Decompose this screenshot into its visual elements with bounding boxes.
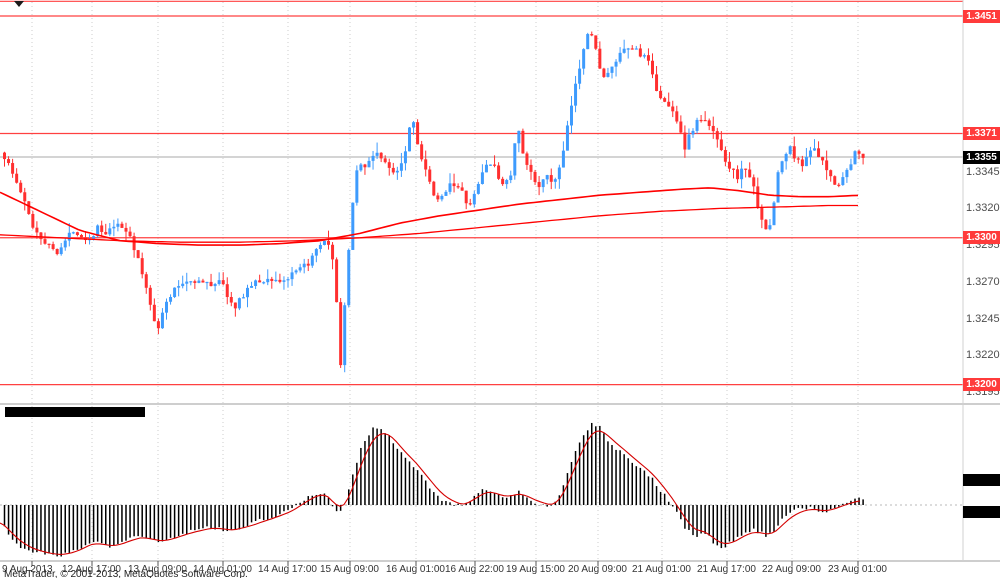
macd-histogram bbox=[3, 422, 864, 557]
time-axis-label: 16 Aug 22:00 bbox=[445, 564, 504, 575]
price-axis-label: 1.3220 bbox=[966, 349, 1000, 362]
time-axis-label: 9 Aug 2013 bbox=[2, 564, 53, 575]
time-axis-label: 21 Aug 01:00 bbox=[632, 564, 691, 575]
time-axis-label: 12 Aug 17:00 bbox=[62, 564, 121, 575]
ma-fast-line[interactable] bbox=[0, 187, 859, 246]
candles bbox=[3, 31, 865, 373]
price-axis-label: 1.3320 bbox=[966, 202, 1000, 215]
current-price-badge: 1.3355 bbox=[963, 150, 1000, 164]
horizontal-level-lines[interactable] bbox=[0, 0, 963, 386]
time-axis-label: 16 Aug 01:00 bbox=[386, 564, 445, 575]
indicator-title-bar[interactable] bbox=[5, 407, 145, 417]
time-axis-label: 15 Aug 09:00 bbox=[320, 564, 379, 575]
time-axis-label: 20 Aug 09:00 bbox=[568, 564, 627, 575]
level-price-badge: 1.3451 bbox=[963, 9, 1000, 23]
time-axis-label: 21 Aug 17:00 bbox=[697, 564, 756, 575]
time-ticks bbox=[31, 561, 859, 566]
time-axis-label: 19 Aug 15:00 bbox=[506, 564, 565, 575]
macd-value-badge bbox=[963, 506, 1000, 518]
macd-signal-line[interactable] bbox=[0, 430, 861, 555]
time-axis-label: 23 Aug 01:00 bbox=[828, 564, 887, 575]
time-axis-label: 14 Aug 17:00 bbox=[258, 564, 317, 575]
vertical-gridlines bbox=[31, 2, 859, 560]
copyright-text: MetaTrader, © 2001-2013, MetaQuotes Soft… bbox=[4, 569, 248, 578]
level-price-badge: 1.3371 bbox=[963, 127, 1000, 140]
price-axis-label: 1.3270 bbox=[966, 275, 1000, 288]
time-axis-label: 14 Aug 01:00 bbox=[193, 564, 252, 575]
price-axis-label: 1.3245 bbox=[966, 312, 1000, 325]
price-axis-label: 1.3345 bbox=[966, 165, 1000, 178]
level-price-badge: 1.3200 bbox=[963, 378, 1000, 392]
time-axis-label: 22 Aug 09:00 bbox=[762, 564, 821, 575]
ma-slow-line[interactable] bbox=[0, 204, 858, 243]
macd-value-badge bbox=[963, 474, 1000, 486]
time-axis-label: 13 Aug 09:00 bbox=[128, 564, 187, 575]
panel-separators bbox=[0, 0, 1000, 562]
level-price-badge: 1.3300 bbox=[963, 231, 1000, 245]
chart-shift-triangle-icon[interactable] bbox=[14, 1, 24, 7]
